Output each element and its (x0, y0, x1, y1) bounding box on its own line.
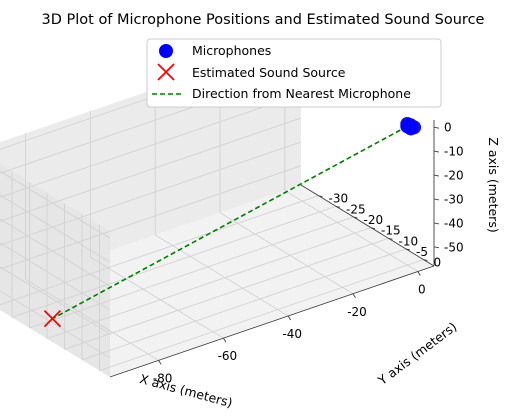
x-tick-mark (158, 360, 162, 365)
y-tick-mark (388, 237, 393, 240)
y-tick-label: -15 (381, 224, 401, 238)
x-grid-floor-line (25, 278, 159, 361)
y-tick-mark (370, 227, 376, 230)
y-tick-label: -30 (329, 192, 349, 206)
x-axis-line (109, 265, 435, 378)
x-tick-mark (287, 315, 292, 321)
z-grid-back-line (0, 165, 302, 270)
y-axis-line (300, 184, 435, 267)
z-grid-back-line (0, 93, 302, 198)
y-tick-mark (318, 195, 323, 198)
z-tick-label: -30 (444, 192, 464, 206)
y-grid-floor-line (81, 248, 407, 361)
y-tick-label: -20 (364, 213, 384, 227)
x-axis-label: X axis (meters) (138, 371, 234, 410)
plot-area (43, 116, 422, 328)
z-grid-back-line (0, 141, 302, 246)
z-grid-side-line (0, 290, 111, 359)
legend-frame (146, 38, 442, 108)
z-tick-mark (433, 150, 440, 153)
sound-source-point (43, 310, 62, 328)
y-grid-floor-line (99, 259, 424, 372)
z-tick-label: 0 (444, 121, 452, 135)
y-tick-label: 0 (434, 256, 442, 270)
x-tick-label: 0 (418, 283, 426, 297)
z-axis-label: Z axis (meters) (486, 137, 501, 232)
z-tick-label: -10 (444, 145, 464, 159)
x-grid-floor-line (154, 234, 289, 317)
grid-lines (0, 44, 424, 372)
y-tick-label: -25 (346, 202, 366, 216)
x-grid-floor-line (90, 256, 224, 339)
legend-marker-microphones (159, 44, 173, 58)
x-grid-floor-line (284, 190, 419, 272)
z-tick-mark (433, 222, 440, 225)
z-tick-mark (433, 126, 440, 129)
direction-line (52, 125, 408, 320)
z-grid-side-line (0, 170, 111, 239)
x-tick-label: -80 (153, 371, 173, 385)
z-grid-back-line (0, 117, 302, 222)
z-grid-side-line (0, 266, 111, 335)
axis-lines (109, 120, 440, 378)
x-tick-label: -40 (282, 327, 302, 341)
z-tick-mark (433, 174, 440, 177)
y-grid-floor-line (11, 205, 337, 318)
z-tick-mark (433, 246, 440, 249)
y-tick-mark (405, 248, 411, 251)
z-tick-mark (433, 198, 440, 201)
x-tick-mark (352, 293, 356, 298)
y-grid-floor-line (0, 195, 319, 306)
y-tick-mark (423, 259, 428, 262)
sound-source-stroke (43, 310, 62, 328)
tick-labels: -80-60-40-2000-5-10-15-20-25-300-10-20-3… (153, 121, 464, 386)
y-tick-label: -10 (399, 234, 419, 248)
legend: Microphones Estimated Sound Source Direc… (146, 38, 442, 108)
x-tick-mark (223, 337, 227, 343)
z-tick-label: -20 (444, 169, 464, 183)
y-axis-label: Y axis (meters) (374, 319, 459, 388)
y-grid-floor-line (29, 216, 354, 329)
legend-label-sound-source: Estimated Sound Source (192, 65, 346, 80)
z-tick-label: -50 (444, 240, 464, 254)
microphone-point (407, 120, 422, 135)
x-tick-label: -20 (347, 305, 367, 319)
y-tick-mark (335, 205, 341, 208)
side-pane (0, 164, 110, 377)
z-tick-label: -40 (444, 216, 464, 230)
chart-title: 3D Plot of Microphone Positions and Esti… (42, 12, 485, 28)
x-tick-label: -60 (218, 349, 238, 363)
z-grid-side-line (0, 242, 111, 311)
legend-marker-sound-source (157, 63, 175, 81)
legend-label-microphones: Microphones (192, 43, 271, 58)
z-grid-side-line (0, 218, 111, 287)
y-grid-floor-line (64, 237, 389, 350)
x-tick-mark (417, 271, 421, 276)
x-grid-floor-line (219, 212, 354, 295)
y-tick-mark (353, 216, 358, 219)
y-grid-floor-line (46, 227, 372, 340)
y-tick-label: -5 (416, 245, 428, 259)
z-grid-side-line (0, 194, 111, 263)
legend-label-direction: Direction from Nearest Microphone (192, 86, 411, 101)
